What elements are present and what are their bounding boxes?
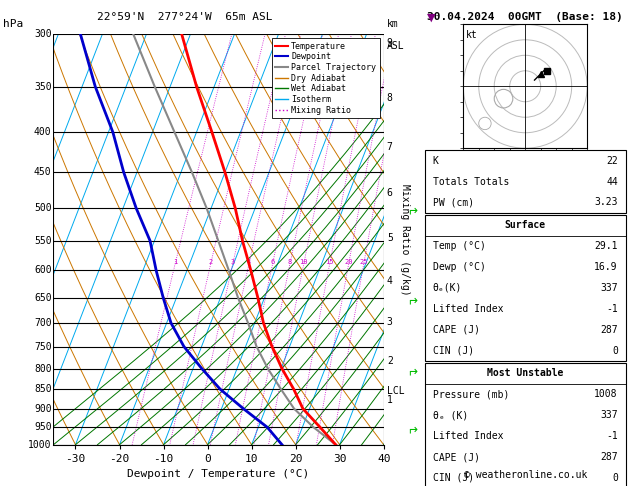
Text: 550: 550 bbox=[34, 236, 52, 246]
Text: 500: 500 bbox=[34, 203, 52, 213]
Text: 450: 450 bbox=[34, 167, 52, 177]
Text: 2: 2 bbox=[387, 356, 392, 366]
Text: Dewp (°C): Dewp (°C) bbox=[433, 262, 486, 272]
Text: 600: 600 bbox=[34, 265, 52, 276]
Text: 6: 6 bbox=[387, 188, 392, 198]
Text: 337: 337 bbox=[600, 283, 618, 293]
Text: 22°59'N  277°24'W  65m ASL: 22°59'N 277°24'W 65m ASL bbox=[97, 12, 273, 22]
Text: 950: 950 bbox=[34, 422, 52, 432]
Text: Most Unstable: Most Unstable bbox=[487, 368, 564, 379]
Text: 9: 9 bbox=[387, 38, 392, 48]
Text: 44: 44 bbox=[606, 176, 618, 187]
Text: 3: 3 bbox=[230, 259, 235, 265]
Text: 400: 400 bbox=[34, 127, 52, 137]
Text: 4: 4 bbox=[247, 259, 251, 265]
Text: 6: 6 bbox=[270, 259, 274, 265]
X-axis label: Dewpoint / Temperature (°C): Dewpoint / Temperature (°C) bbox=[128, 469, 309, 479]
Text: K: K bbox=[433, 156, 438, 166]
Text: Pressure (mb): Pressure (mb) bbox=[433, 389, 509, 399]
Text: © weatheronline.co.uk: © weatheronline.co.uk bbox=[464, 470, 587, 480]
Text: 8: 8 bbox=[287, 259, 292, 265]
Text: 16.9: 16.9 bbox=[594, 262, 618, 272]
Text: θₑ(K): θₑ(K) bbox=[433, 283, 462, 293]
Text: hPa: hPa bbox=[3, 19, 23, 29]
Text: km: km bbox=[387, 19, 399, 29]
Text: 1008: 1008 bbox=[594, 389, 618, 399]
Text: 7: 7 bbox=[387, 142, 392, 152]
Text: 0: 0 bbox=[612, 346, 618, 356]
Text: CAPE (J): CAPE (J) bbox=[433, 325, 480, 335]
Text: 8: 8 bbox=[387, 93, 392, 103]
Text: 850: 850 bbox=[34, 384, 52, 394]
Text: 2: 2 bbox=[208, 259, 213, 265]
Text: 25: 25 bbox=[359, 259, 368, 265]
Text: 5: 5 bbox=[387, 233, 392, 243]
Text: CIN (J): CIN (J) bbox=[433, 346, 474, 356]
Text: 650: 650 bbox=[34, 293, 52, 303]
Text: ↵: ↵ bbox=[407, 421, 417, 434]
Text: -1: -1 bbox=[606, 304, 618, 314]
Text: 337: 337 bbox=[600, 410, 618, 420]
Text: 300: 300 bbox=[34, 29, 52, 39]
Text: 30.04.2024  00GMT  (Base: 18): 30.04.2024 00GMT (Base: 18) bbox=[427, 12, 623, 22]
Text: 10: 10 bbox=[299, 259, 308, 265]
Text: 20: 20 bbox=[344, 259, 353, 265]
Text: ▼: ▼ bbox=[426, 13, 435, 23]
Text: 350: 350 bbox=[34, 82, 52, 91]
Text: Totals Totals: Totals Totals bbox=[433, 176, 509, 187]
Text: Lifted Index: Lifted Index bbox=[433, 304, 503, 314]
Text: ASL: ASL bbox=[387, 41, 404, 52]
Text: Lifted Index: Lifted Index bbox=[433, 431, 503, 441]
Text: θₑ (K): θₑ (K) bbox=[433, 410, 468, 420]
Text: 287: 287 bbox=[600, 325, 618, 335]
Text: 4: 4 bbox=[387, 276, 392, 286]
Text: 1000: 1000 bbox=[28, 440, 52, 450]
Text: 3: 3 bbox=[387, 316, 392, 327]
Text: ↵: ↵ bbox=[407, 202, 417, 215]
Text: -1: -1 bbox=[606, 431, 618, 441]
Text: 3.23: 3.23 bbox=[594, 197, 618, 208]
Text: CAPE (J): CAPE (J) bbox=[433, 452, 480, 462]
Text: 700: 700 bbox=[34, 318, 52, 328]
Text: kt: kt bbox=[466, 31, 478, 40]
Text: 0: 0 bbox=[612, 473, 618, 483]
Text: PW (cm): PW (cm) bbox=[433, 197, 474, 208]
Text: CIN (J): CIN (J) bbox=[433, 473, 474, 483]
Text: 287: 287 bbox=[600, 452, 618, 462]
Text: Surface: Surface bbox=[504, 220, 546, 230]
Text: ↵: ↵ bbox=[407, 291, 417, 304]
Text: 15: 15 bbox=[325, 259, 334, 265]
Text: 1: 1 bbox=[387, 395, 392, 404]
Legend: Temperature, Dewpoint, Parcel Trajectory, Dry Adiabat, Wet Adiabat, Isotherm, Mi: Temperature, Dewpoint, Parcel Trajectory… bbox=[272, 38, 379, 118]
Text: 750: 750 bbox=[34, 342, 52, 351]
Text: 29.1: 29.1 bbox=[594, 241, 618, 251]
Y-axis label: Mixing Ratio (g/kg): Mixing Ratio (g/kg) bbox=[400, 184, 410, 295]
Text: Temp (°C): Temp (°C) bbox=[433, 241, 486, 251]
Text: ↵: ↵ bbox=[407, 362, 417, 375]
Text: LCL: LCL bbox=[387, 386, 404, 396]
Text: 22: 22 bbox=[606, 156, 618, 166]
Text: 900: 900 bbox=[34, 404, 52, 414]
Text: 1: 1 bbox=[173, 259, 177, 265]
Text: 800: 800 bbox=[34, 364, 52, 374]
